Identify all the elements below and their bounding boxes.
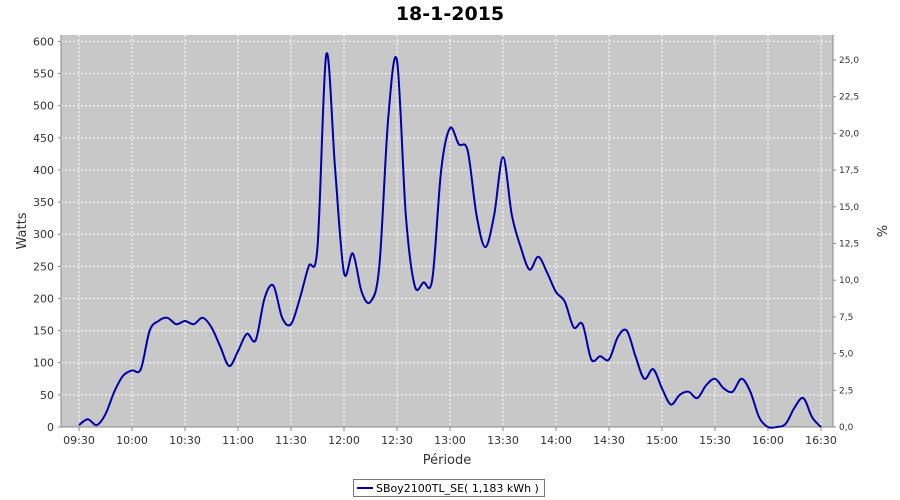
y2-tick-label: 5,0: [839, 350, 854, 360]
x-tick-label: 09:30: [63, 434, 95, 447]
y2-tick-label: 10,0: [839, 276, 859, 286]
y-tick-label: 50: [40, 389, 54, 402]
axes: 0 50 100 150 200 250 300 350 400 450 500 550 600 0,0 2…: [33, 35, 859, 447]
legend: SBoy2100TL_SE( 1,183 kWh ): [353, 479, 545, 497]
grid-lines: [61, 35, 833, 428]
y2-tick-label: 12,5: [839, 239, 859, 249]
y2-tick-label: 25,0: [839, 56, 859, 66]
y2-tick-label: 7,5: [839, 313, 853, 323]
y2-tick-label: 15,0: [839, 203, 859, 213]
y-tick-label: 300: [33, 228, 54, 241]
y2-tick-label: 2,5: [839, 386, 853, 396]
x-tick-label: 14:00: [540, 434, 572, 447]
x-tick-label: 14:30: [593, 434, 625, 447]
x-tick-label: 13:00: [434, 434, 466, 447]
chart-title: 18-1-2015: [395, 3, 505, 25]
y-tick-label: 150: [33, 325, 54, 338]
x-tick-label: 10:30: [169, 434, 201, 447]
y-tick-label: 550: [33, 68, 54, 81]
series-line: [78, 52, 822, 429]
y2-tick-label: 20,0: [839, 129, 859, 139]
y2-axis-label: %: [873, 225, 888, 237]
plot-background: [61, 35, 833, 427]
y-tick-label: 350: [33, 196, 54, 209]
x-tick-label: 13:30: [487, 434, 519, 447]
x-tick-label: 10:00: [116, 434, 148, 447]
x-tick-label: 16:30: [805, 434, 837, 447]
x-tick-label: 12:30: [381, 434, 413, 447]
x-tick-label: 11:00: [222, 434, 254, 447]
y-axis-label: Watts: [15, 212, 30, 249]
x-tick-label: 15:00: [646, 434, 678, 447]
y-tick-label: 250: [33, 260, 54, 273]
y-tick-label: 450: [33, 132, 54, 145]
y-tick-label: 200: [33, 292, 54, 305]
y2-tick-label: 22,5: [839, 93, 859, 103]
y2-tick-label: 17,5: [839, 166, 859, 176]
y-tick-label: 0: [47, 421, 54, 434]
x-tick-label: 12:00: [328, 434, 360, 447]
series-layer: [78, 52, 822, 429]
y-tick-label: 100: [33, 357, 54, 370]
y-tick-label: 500: [33, 100, 54, 113]
x-tick-label: 15:30: [699, 434, 731, 447]
legend-swatch: [357, 487, 373, 489]
y-tick-label: 400: [33, 164, 54, 177]
x-axis-label: Période: [423, 453, 472, 468]
y2-tick-label: 0,0: [839, 423, 854, 433]
legend-label: SBoy2100TL_SE( 1,183 kWh ): [376, 481, 539, 495]
y-tick-label: 600: [33, 35, 54, 48]
x-tick-label: 16:00: [752, 434, 784, 447]
x-tick-label: 11:30: [275, 434, 307, 447]
